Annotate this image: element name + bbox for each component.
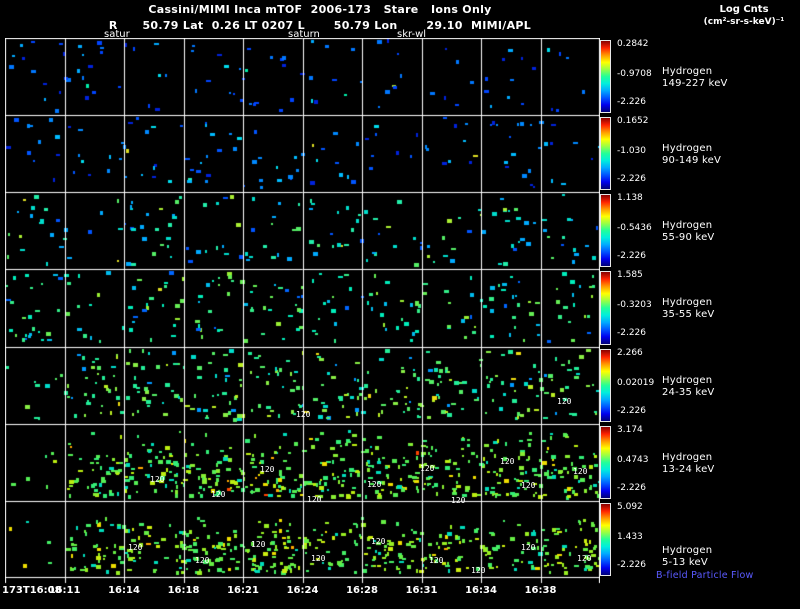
flux-annotation: 120 <box>150 475 165 484</box>
channel-species-label: Hydrogen <box>662 66 713 77</box>
flux-annotation: 120 <box>451 496 466 505</box>
colorbar <box>600 117 611 191</box>
scale-max-label: 0.2842 <box>617 39 649 49</box>
colorbar <box>600 194 611 268</box>
scale-min-label: -2.226 <box>617 328 647 339</box>
ephemeris-subtitle: R 50.79 Lat 0.26 LT 0207 L 50.79 Lon 29.… <box>108 19 532 32</box>
flux-annotation: 120 <box>429 556 444 565</box>
flux-annotation: 120 <box>260 465 275 474</box>
channel-species-label: Hydrogen <box>662 451 713 463</box>
channel-energy-label: 149-227 keV <box>662 78 728 89</box>
scale-mid-label: 0.02019 <box>617 377 655 388</box>
colorbar <box>600 271 611 345</box>
flux-annotation: 120 <box>420 464 435 473</box>
flux-annotation: 120 <box>211 490 226 499</box>
scale-max-label: 3.174 <box>617 424 643 435</box>
flux-annotation: 120 <box>521 481 536 490</box>
scale-min-label: -2.226 <box>617 251 647 262</box>
time-tick-label: 16:24 <box>286 585 319 596</box>
colorbar-units-block: Log Cnts (cm²-sr-s-keV)⁻¹ <box>688 3 800 29</box>
bfield-flow-label: B-field Particle Flow <box>656 570 754 581</box>
colorbar <box>600 425 611 499</box>
channel-species-label: Hydrogen <box>662 374 713 386</box>
units-label: (cm²-sr-s-keV)⁻¹ <box>703 17 785 27</box>
scale-max-label: 5.092 <box>617 501 643 512</box>
scale-mid-label: 0.4743 <box>617 454 649 465</box>
scale-min-label: -2.226 <box>617 559 647 570</box>
flux-annotation: 120 <box>307 495 322 504</box>
scale-mid-label: -0.3203 <box>617 300 652 311</box>
flux-annotation: 120 <box>471 566 486 575</box>
scale-mid-label: -0.9708 <box>617 69 652 79</box>
log-cnts-label: Log Cnts <box>719 4 769 15</box>
flux-annotation: 120 <box>573 467 588 476</box>
time-tick-label: 16:11 <box>48 585 81 596</box>
spectrogram-canvas <box>5 38 600 584</box>
time-tick-label: 16:28 <box>346 585 378 596</box>
flux-annotation: 120 <box>251 540 266 549</box>
scale-min-label: -2.226 <box>617 174 647 185</box>
flux-annotation: 120 <box>195 556 210 565</box>
channel-energy-label: 13-24 keV <box>662 463 715 475</box>
channel-species-label: Hydrogen <box>662 297 713 309</box>
scale-mid-label: -1.030 <box>617 146 647 157</box>
flux-annotation: 120 <box>557 397 572 406</box>
channel-energy-label: 55-90 keV <box>662 232 715 244</box>
time-tick-label: 16:38 <box>524 585 557 596</box>
channel-energy-label: 90-149 keV <box>662 155 722 167</box>
overlay-target-label: satur <box>104 29 130 40</box>
time-tick-label: 16:14 <box>108 585 140 596</box>
flux-annotation: 120 <box>296 410 311 419</box>
scale-min-label: -2.226 <box>617 482 647 493</box>
time-tick-label: 16:31 <box>405 585 438 596</box>
scale-min-label: -2.226 <box>617 97 647 107</box>
flux-annotation: 120 <box>577 554 592 563</box>
channel-species-label: Hydrogen <box>662 220 713 232</box>
time-tick-label: 16:21 <box>227 585 259 596</box>
channel-species-label: Hydrogen <box>662 544 713 556</box>
colorbar <box>600 502 611 576</box>
channel-energy-label: 24-35 keV <box>662 386 715 398</box>
overlay-target-label: skr-wl <box>397 29 427 40</box>
flux-annotation: 120 <box>371 537 386 546</box>
channel-energy-label: 35-55 keV <box>662 309 715 321</box>
overlay-target-label: saturn <box>288 29 320 40</box>
flux-annotation: 120 <box>521 543 536 552</box>
scale-max-label: 1.138 <box>617 193 643 204</box>
scale-max-label: 2.266 <box>617 347 643 358</box>
scale-max-label: 1.585 <box>617 270 643 281</box>
channel-energy-label: 5-13 keV <box>662 556 708 568</box>
time-tick-label: 173T16:08 <box>2 585 62 596</box>
channel-species-label: Hydrogen <box>662 143 713 155</box>
colorbar <box>600 348 611 422</box>
scale-mid-label: 1.433 <box>617 531 643 542</box>
colorbar <box>600 40 611 114</box>
scale-mid-label: -0.5436 <box>617 223 652 234</box>
flux-annotation: 120 <box>500 457 515 466</box>
time-tick-label: 16:18 <box>167 585 200 596</box>
time-tick-label: 16:34 <box>465 585 497 596</box>
scale-max-label: 0.1652 <box>617 116 649 127</box>
flux-annotation: 120 <box>367 480 382 489</box>
page-title: Cassini/MIMI Inca mTOF 2006-173 Stare Io… <box>148 3 492 16</box>
flux-annotation: 120 <box>311 554 326 563</box>
flux-annotation: 120 <box>128 543 143 552</box>
scale-min-label: -2.226 <box>617 405 647 416</box>
